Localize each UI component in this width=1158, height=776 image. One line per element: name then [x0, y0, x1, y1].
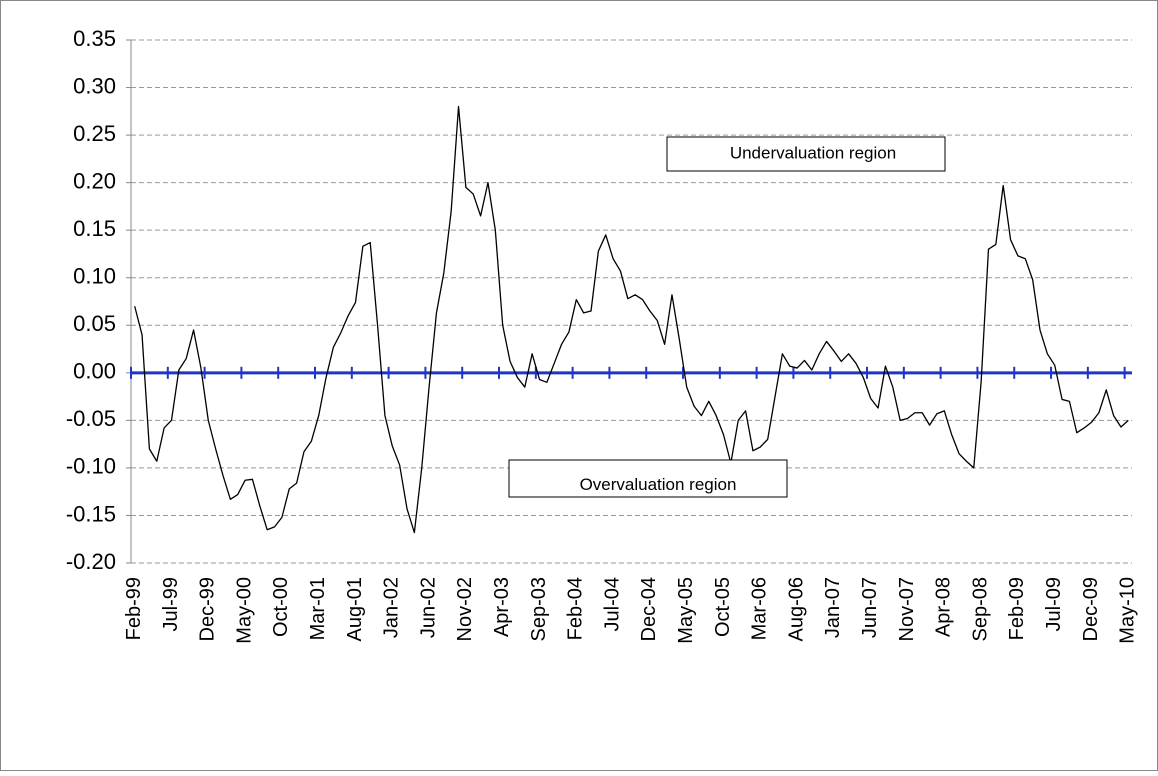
- x-tick-label: Nov-02: [454, 577, 476, 641]
- x-tick-label: Sep-03: [528, 577, 550, 642]
- y-tick-label: 0.25: [73, 121, 116, 146]
- y-tick-label: 0.35: [73, 26, 116, 51]
- x-tick-label: Sep-08: [969, 577, 991, 642]
- y-tick-label: 0.05: [73, 311, 116, 336]
- annotation-box: [666, 136, 946, 172]
- data-line: [134, 105, 1129, 534]
- annotation-box: [508, 459, 788, 498]
- x-tick-label: Mar-06: [749, 577, 771, 640]
- x-tick-label: Aug-01: [344, 577, 366, 642]
- y-tick-label: 0.15: [73, 216, 116, 241]
- x-tick-label: Dec-04: [638, 577, 660, 641]
- y-tick-label: 0.10: [73, 264, 116, 289]
- x-tick-label: Jun-07: [859, 577, 881, 638]
- y-tick-label: -0.05: [66, 406, 116, 431]
- x-tick-label: Jan-02: [381, 577, 403, 638]
- x-tick-label: Jul-99: [160, 577, 182, 631]
- x-tick-label: Mar-01: [307, 577, 329, 640]
- x-tick-label: Nov-07: [896, 577, 918, 641]
- y-tick-label: -0.10: [66, 454, 116, 479]
- x-tick-label: Dec-99: [197, 577, 219, 641]
- x-tick-label: Aug-06: [785, 577, 807, 642]
- x-tick-label: Feb-04: [565, 577, 587, 640]
- x-tick-label: May-00: [233, 577, 255, 644]
- x-tick-label: Feb-09: [1006, 577, 1028, 640]
- y-tick-label: 0.00: [73, 359, 116, 384]
- x-tick-label: Oct-00: [270, 577, 292, 637]
- annotation: Overvaluation region: [580, 475, 737, 494]
- y-tick-label: -0.15: [66, 501, 116, 526]
- x-tick-label: Jul-04: [601, 577, 623, 631]
- x-tick-label: Jul-09: [1043, 577, 1065, 631]
- y-tick-label: 0.20: [73, 168, 116, 193]
- x-tick-label: Jan-07: [822, 577, 844, 638]
- x-tick-label: Feb-99: [123, 577, 145, 640]
- y-tick-label: -0.20: [66, 549, 116, 574]
- x-tick-label: Jun-02: [417, 577, 439, 638]
- x-tick-label: Apr-03: [491, 577, 513, 637]
- annotation: Undervaluation region: [730, 143, 896, 162]
- x-tick-label: Oct-05: [712, 577, 734, 637]
- x-tick-label: Apr-08: [933, 577, 955, 637]
- x-tick-label: Dec-09: [1080, 577, 1102, 641]
- y-tick-label: 0.30: [73, 73, 116, 98]
- x-tick-label: May-05: [675, 577, 697, 644]
- x-tick-label: May-10: [1117, 577, 1139, 644]
